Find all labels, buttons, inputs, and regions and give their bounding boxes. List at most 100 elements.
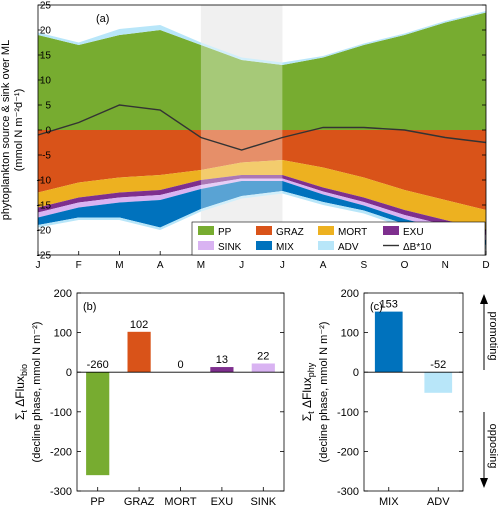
panel-a-legend: PP GRAZ MORT EXU SINK MIX ADV ΔB*10 xyxy=(191,221,486,256)
ytick-label: 5 xyxy=(45,101,51,112)
legend-swatch-pp xyxy=(198,226,214,235)
value-label-mix: 153 xyxy=(380,299,398,311)
legend-label-exu: EXU xyxy=(403,227,424,238)
panel-c-x-ticks: MIX ADV xyxy=(379,487,450,508)
bar-adv xyxy=(424,372,453,393)
ytick-label: 200 xyxy=(341,288,359,300)
value-label-mort: 0 xyxy=(177,359,183,371)
panel-a-areas xyxy=(38,5,486,255)
panel-b-y-ticks: 200 100 0 -100 -200 -300 xyxy=(50,288,284,498)
value-label-pp: -260 xyxy=(87,359,109,371)
panel-a-label: (a) xyxy=(96,13,109,25)
bar-mix xyxy=(374,311,403,373)
legend-swatch-mix xyxy=(256,241,272,250)
ytick-label: -100 xyxy=(337,407,359,419)
ytick-label: -20 xyxy=(37,226,52,237)
panel-a-shaded-overlay xyxy=(200,5,283,255)
side-annotations: promoting opposing xyxy=(480,294,499,488)
xtick-label: N xyxy=(442,260,449,271)
legend-box xyxy=(191,221,486,256)
xtick-label-graz: GRAZ xyxy=(124,496,155,508)
panel-c-frame xyxy=(363,292,464,492)
panel-c-value-labels: 153 -52 xyxy=(380,299,447,372)
area-graz-2 xyxy=(38,130,486,210)
xtick-label-adv: ADV xyxy=(427,496,450,508)
panel-a: (a) 25 20 15 10 5 0 -5 -10 -15 -20 -25 J F M A M J J A S O N… xyxy=(0,1,490,272)
ytick-label: 0 xyxy=(66,367,72,379)
panel-c-y-ticks: 200 100 0 -100 -200 -300 xyxy=(337,288,463,498)
xtick-label-sink: SINK xyxy=(250,496,276,508)
ytick-label: -200 xyxy=(337,446,359,458)
panel-c-ylabel-line2: (decline phase, mmol N m⁻²) xyxy=(318,322,330,463)
panel-b-ylabel-line1: Σt ΔFluxbio xyxy=(13,364,29,420)
xtick-label: A xyxy=(320,260,327,271)
xtick-label: M xyxy=(197,260,205,271)
xtick-label: A xyxy=(157,260,164,271)
ytick-label: -200 xyxy=(50,446,72,458)
panel-b-label: (b) xyxy=(83,301,96,313)
opposing-label: opposing xyxy=(487,424,499,469)
panel-c-label: (c) xyxy=(370,301,383,313)
xtick-label-exu: EXU xyxy=(211,496,234,508)
area-pp-0 xyxy=(38,12,486,130)
opposing-arrowhead-icon xyxy=(480,478,488,488)
ytick-label: 10 xyxy=(40,76,52,87)
panel-b-x-ticks: PP GRAZ MORT EXU SINK xyxy=(90,487,277,508)
ytick-label: 15 xyxy=(40,51,52,62)
panel-a-ylabel-line1: phytoplankton source & sink over ML xyxy=(0,40,12,220)
value-label-sink: 22 xyxy=(257,350,269,362)
panel-b-bars xyxy=(86,331,275,476)
legend-swatch-adv xyxy=(318,241,334,250)
ytick-label: 20 xyxy=(40,26,52,37)
area-adv-7 xyxy=(38,191,486,249)
legend-swatch-sink xyxy=(198,241,214,250)
legend-swatch-mort xyxy=(318,226,334,235)
value-label-adv: -52 xyxy=(430,359,446,371)
ytick-label: 25 xyxy=(40,1,52,12)
panel-c-ylabel-line1: Σt ΔFluxphy xyxy=(300,362,316,421)
bar-sink xyxy=(251,363,275,373)
legend-swatch-graz xyxy=(256,226,272,235)
panel-c: (c) 200 100 0 -100 -200 -300 MIX ADV 153 -52 Σt… xyxy=(300,288,464,508)
ytick-label: 0 xyxy=(45,126,51,137)
ytick-label: 100 xyxy=(341,328,359,340)
bar-graz xyxy=(127,331,151,373)
value-label-exu: 13 xyxy=(216,354,228,366)
ytick-label: -300 xyxy=(337,486,359,498)
panel-b-ylabel-line2: (decline phase, mmol N m⁻²) xyxy=(31,322,43,463)
ytick-label: 200 xyxy=(54,288,72,300)
promoting-label: promoting xyxy=(487,312,499,361)
ytick-label: 0 xyxy=(353,367,359,379)
panel-a-ylabel-line2: (mmol N m⁻²d⁻¹) xyxy=(13,89,25,172)
bar-exu xyxy=(210,367,234,373)
xtick-label: J xyxy=(239,260,244,271)
panel-c-bars xyxy=(374,311,453,393)
delta-b-line xyxy=(37,104,487,151)
legend-label-mort: MORT xyxy=(338,227,367,238)
xtick-label: F xyxy=(76,260,82,271)
ytick-label: -100 xyxy=(50,407,72,419)
panel-a-y-ticks: 25 20 15 10 5 0 -5 -10 -15 -20 -25 xyxy=(37,1,486,262)
promoting-arrowhead-icon xyxy=(480,294,488,304)
panel-b-value-labels: -260 102 0 13 22 xyxy=(87,319,270,371)
bar-pp xyxy=(86,372,110,476)
xtick-label: O xyxy=(401,260,409,271)
area-mort-3 xyxy=(38,160,486,230)
xtick-label: D xyxy=(482,260,489,271)
area-mix-6 xyxy=(38,181,486,245)
ytick-label: -25 xyxy=(37,251,52,262)
xtick-label-mix: MIX xyxy=(379,496,399,508)
xtick-label: J xyxy=(36,260,41,271)
ytick-label: -15 xyxy=(37,201,52,212)
legend-label-delta-b: ΔB*10 xyxy=(403,242,432,253)
xtick-label: J xyxy=(280,260,285,271)
legend-label-sink: SINK xyxy=(218,242,242,253)
legend-label-pp: PP xyxy=(218,227,232,238)
xtick-label: M xyxy=(115,260,123,271)
xtick-label-pp: PP xyxy=(90,496,105,508)
ytick-label: 100 xyxy=(54,328,72,340)
legend-label-graz: GRAZ xyxy=(276,227,304,238)
xtick-label: S xyxy=(360,260,367,271)
